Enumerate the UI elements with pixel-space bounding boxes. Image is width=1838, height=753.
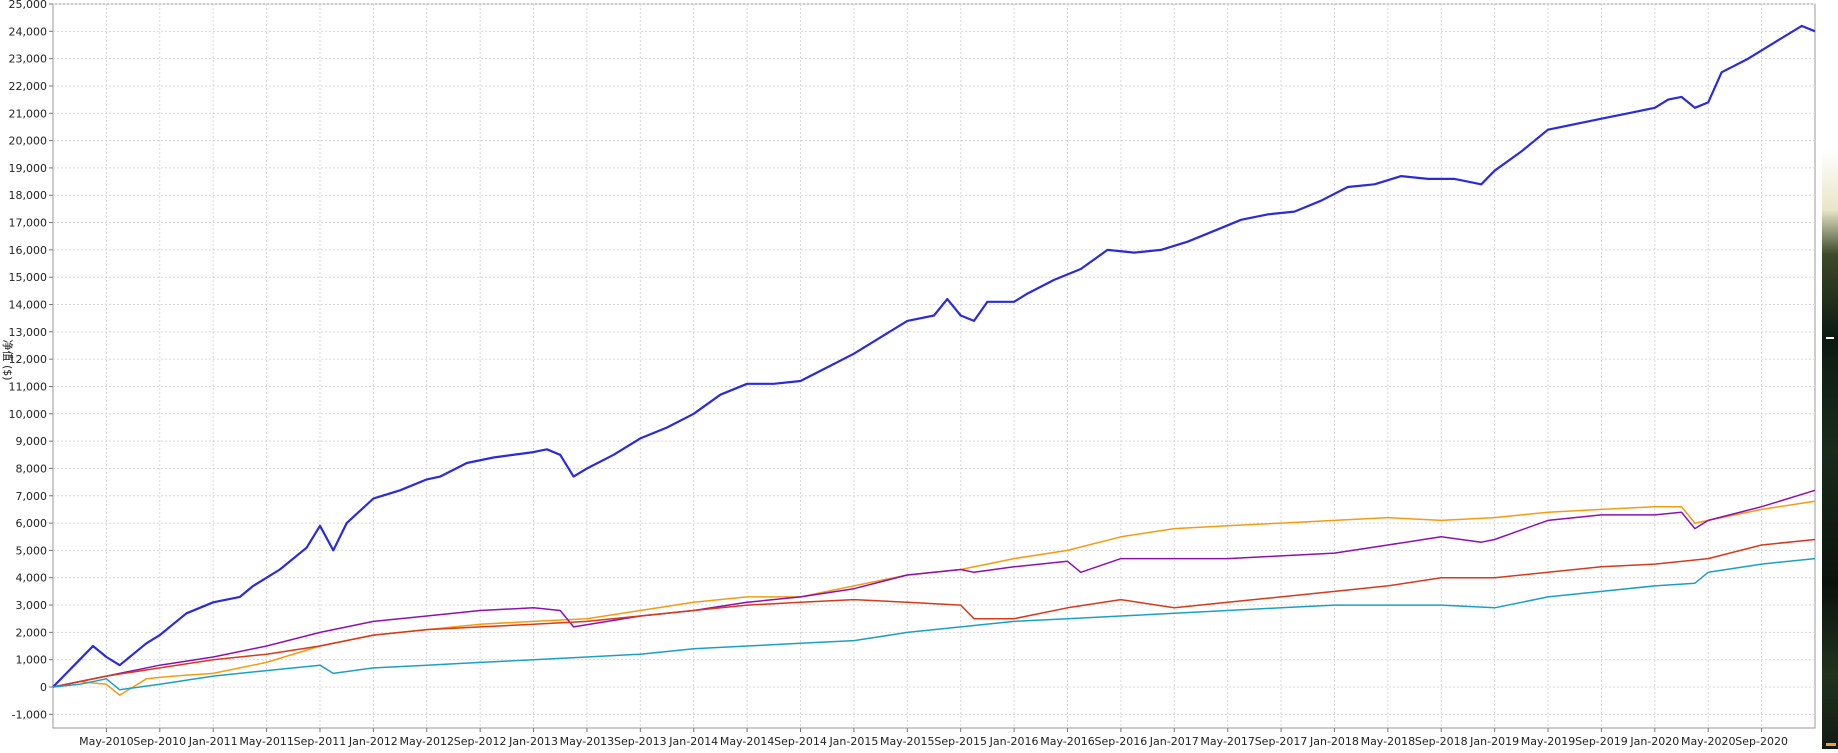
window-edge-strip xyxy=(1822,0,1838,749)
x-tick-label: Sep-2013 xyxy=(614,735,667,748)
x-tick-label: May-2017 xyxy=(1200,735,1255,748)
y-tick-label: 18,000 xyxy=(9,189,48,202)
x-tick-label: Jan-2015 xyxy=(828,735,878,748)
x-tick-label: Sep-2019 xyxy=(1575,735,1628,748)
y-tick-label: 13,000 xyxy=(9,326,48,339)
x-tick-label: May-2020 xyxy=(1681,735,1736,748)
x-tick-label: May-2019 xyxy=(1521,735,1576,748)
x-tick-label: Sep-2020 xyxy=(1735,735,1788,748)
plot-area xyxy=(52,3,1816,729)
x-tick-label: Sep-2015 xyxy=(934,735,987,748)
y-tick-label: 20,000 xyxy=(9,135,48,148)
x-tick-label: Sep-2016 xyxy=(1095,735,1148,748)
x-tick-label: Jan-2018 xyxy=(1309,735,1359,748)
y-tick-label: 14,000 xyxy=(9,299,48,312)
y-tick-label: 16,000 xyxy=(9,244,48,257)
series-line-2 xyxy=(52,500,1816,696)
x-tick-label: May-2018 xyxy=(1361,735,1416,748)
y-tick-label: 6,000 xyxy=(16,517,48,530)
y-tick-label: 4,000 xyxy=(16,572,48,585)
x-tick-label: May-2014 xyxy=(720,735,775,748)
x-tick-label: Jan-2013 xyxy=(508,735,558,748)
x-tick-label: Sep-2012 xyxy=(454,735,507,748)
y-tick-label: 24,000 xyxy=(9,25,48,38)
y-tick-label: 21,000 xyxy=(9,107,48,120)
y-tick-label: 8,000 xyxy=(16,462,48,475)
x-tick-label: Jan-2019 xyxy=(1469,735,1519,748)
x-tick-label: Sep-2017 xyxy=(1255,735,1308,748)
x-tick-label: May-2013 xyxy=(560,735,615,748)
series-lines xyxy=(52,24,1816,696)
y-tick-label: 23,000 xyxy=(9,53,48,66)
y-tick-label: 25,000 xyxy=(9,0,48,11)
series-line-3 xyxy=(52,489,1816,688)
x-tick-label: Jan-2012 xyxy=(348,735,398,748)
x-tick-label: May-2010 xyxy=(79,735,134,748)
x-tick-label: Jan-2016 xyxy=(989,735,1039,748)
y-axis-label: 净值 ($) xyxy=(1,339,15,380)
x-tick-label: May-2016 xyxy=(1040,735,1095,748)
y-tick-label: 3,000 xyxy=(16,599,48,612)
x-tick-label: May-2011 xyxy=(239,735,294,748)
x-tick-label: Jan-2014 xyxy=(668,735,718,748)
y-tick-label: 11,000 xyxy=(9,380,48,393)
grid-lines xyxy=(53,3,1815,728)
x-tick-label: Sep-2011 xyxy=(294,735,347,748)
series-line-1 xyxy=(52,24,1816,688)
y-tick-label: 5,000 xyxy=(16,544,48,557)
y-tick-label: 17,000 xyxy=(9,217,48,230)
series-line-5 xyxy=(52,557,1816,691)
x-tick-label: Sep-2014 xyxy=(774,735,827,748)
x-tick-label: Jan-2020 xyxy=(1629,735,1679,748)
x-tick-label: Jan-2011 xyxy=(188,735,238,748)
x-tick-label: Sep-2018 xyxy=(1415,735,1468,748)
series-line-4 xyxy=(52,538,1816,688)
x-tick-label: Sep-2010 xyxy=(133,735,186,748)
y-tick-label: 7,000 xyxy=(16,490,48,503)
y-tick-label: 15,000 xyxy=(9,271,48,284)
legend-swatch-fragment xyxy=(1826,743,1836,746)
x-axis-ticks: May-2010 Sep-2010 Jan-2011 May-2011 Sep-2011… xyxy=(79,728,1788,748)
x-tick-label: Jan-2017 xyxy=(1149,735,1199,748)
y-axis-ticks: -1,000 0 1,000 2,000 3,000 4,000 5,000 6,000 7,0… xyxy=(9,0,53,721)
y-tick-label: 0 xyxy=(40,681,47,694)
y-tick-label: 22,000 xyxy=(9,80,48,93)
y-tick-label: -1,000 xyxy=(12,708,47,721)
x-tick-label: May-2012 xyxy=(399,735,454,748)
y-tick-label: 9,000 xyxy=(16,435,48,448)
window-edge-marker xyxy=(1826,337,1834,339)
y-tick-label: 1,000 xyxy=(16,654,48,667)
y-tick-label: 2,000 xyxy=(16,626,48,639)
y-tick-label: 12,000 xyxy=(9,353,48,366)
y-tick-label: 10,000 xyxy=(9,408,48,421)
y-tick-label: 19,000 xyxy=(9,162,48,175)
x-tick-label: May-2015 xyxy=(880,735,935,748)
